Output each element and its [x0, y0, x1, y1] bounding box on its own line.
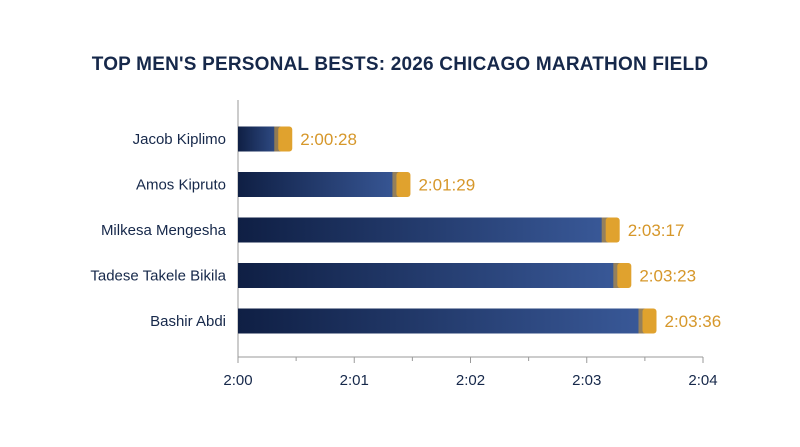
- value-label: 2:03:23: [639, 267, 696, 286]
- category-label: Bashir Abdi: [150, 313, 226, 330]
- category-label: Milkesa Mengesha: [101, 222, 227, 239]
- bar-tip-blend: [638, 308, 647, 334]
- x-tick-label: 2:04: [688, 372, 717, 389]
- x-tick-label: 2:02: [456, 372, 485, 389]
- value-label: 2:01:29: [418, 176, 475, 195]
- bar-tip-blend: [392, 172, 401, 197]
- bar: [238, 263, 629, 288]
- bar: [238, 308, 654, 334]
- value-label: 2:03:36: [665, 312, 722, 331]
- bar-tip-blend: [613, 263, 622, 288]
- bar-tip-blend: [601, 217, 610, 243]
- x-tick-label: 2:01: [340, 372, 369, 389]
- value-label: 2:03:17: [628, 221, 685, 240]
- category-label: Jacob Kiplimo: [133, 131, 226, 148]
- bar: [238, 172, 408, 197]
- bar: [238, 217, 617, 243]
- x-tick-label: 2:00: [223, 372, 252, 389]
- bar-tip-blend: [274, 126, 283, 152]
- category-label: Tadese Takele Bikila: [90, 268, 226, 285]
- value-label: 2:00:28: [300, 130, 357, 149]
- category-label: Amos Kipruto: [136, 177, 226, 194]
- chart-title: TOP MEN'S PERSONAL BESTS: 2026 CHICAGO M…: [91, 54, 709, 75]
- x-tick-label: 2:03: [572, 372, 601, 389]
